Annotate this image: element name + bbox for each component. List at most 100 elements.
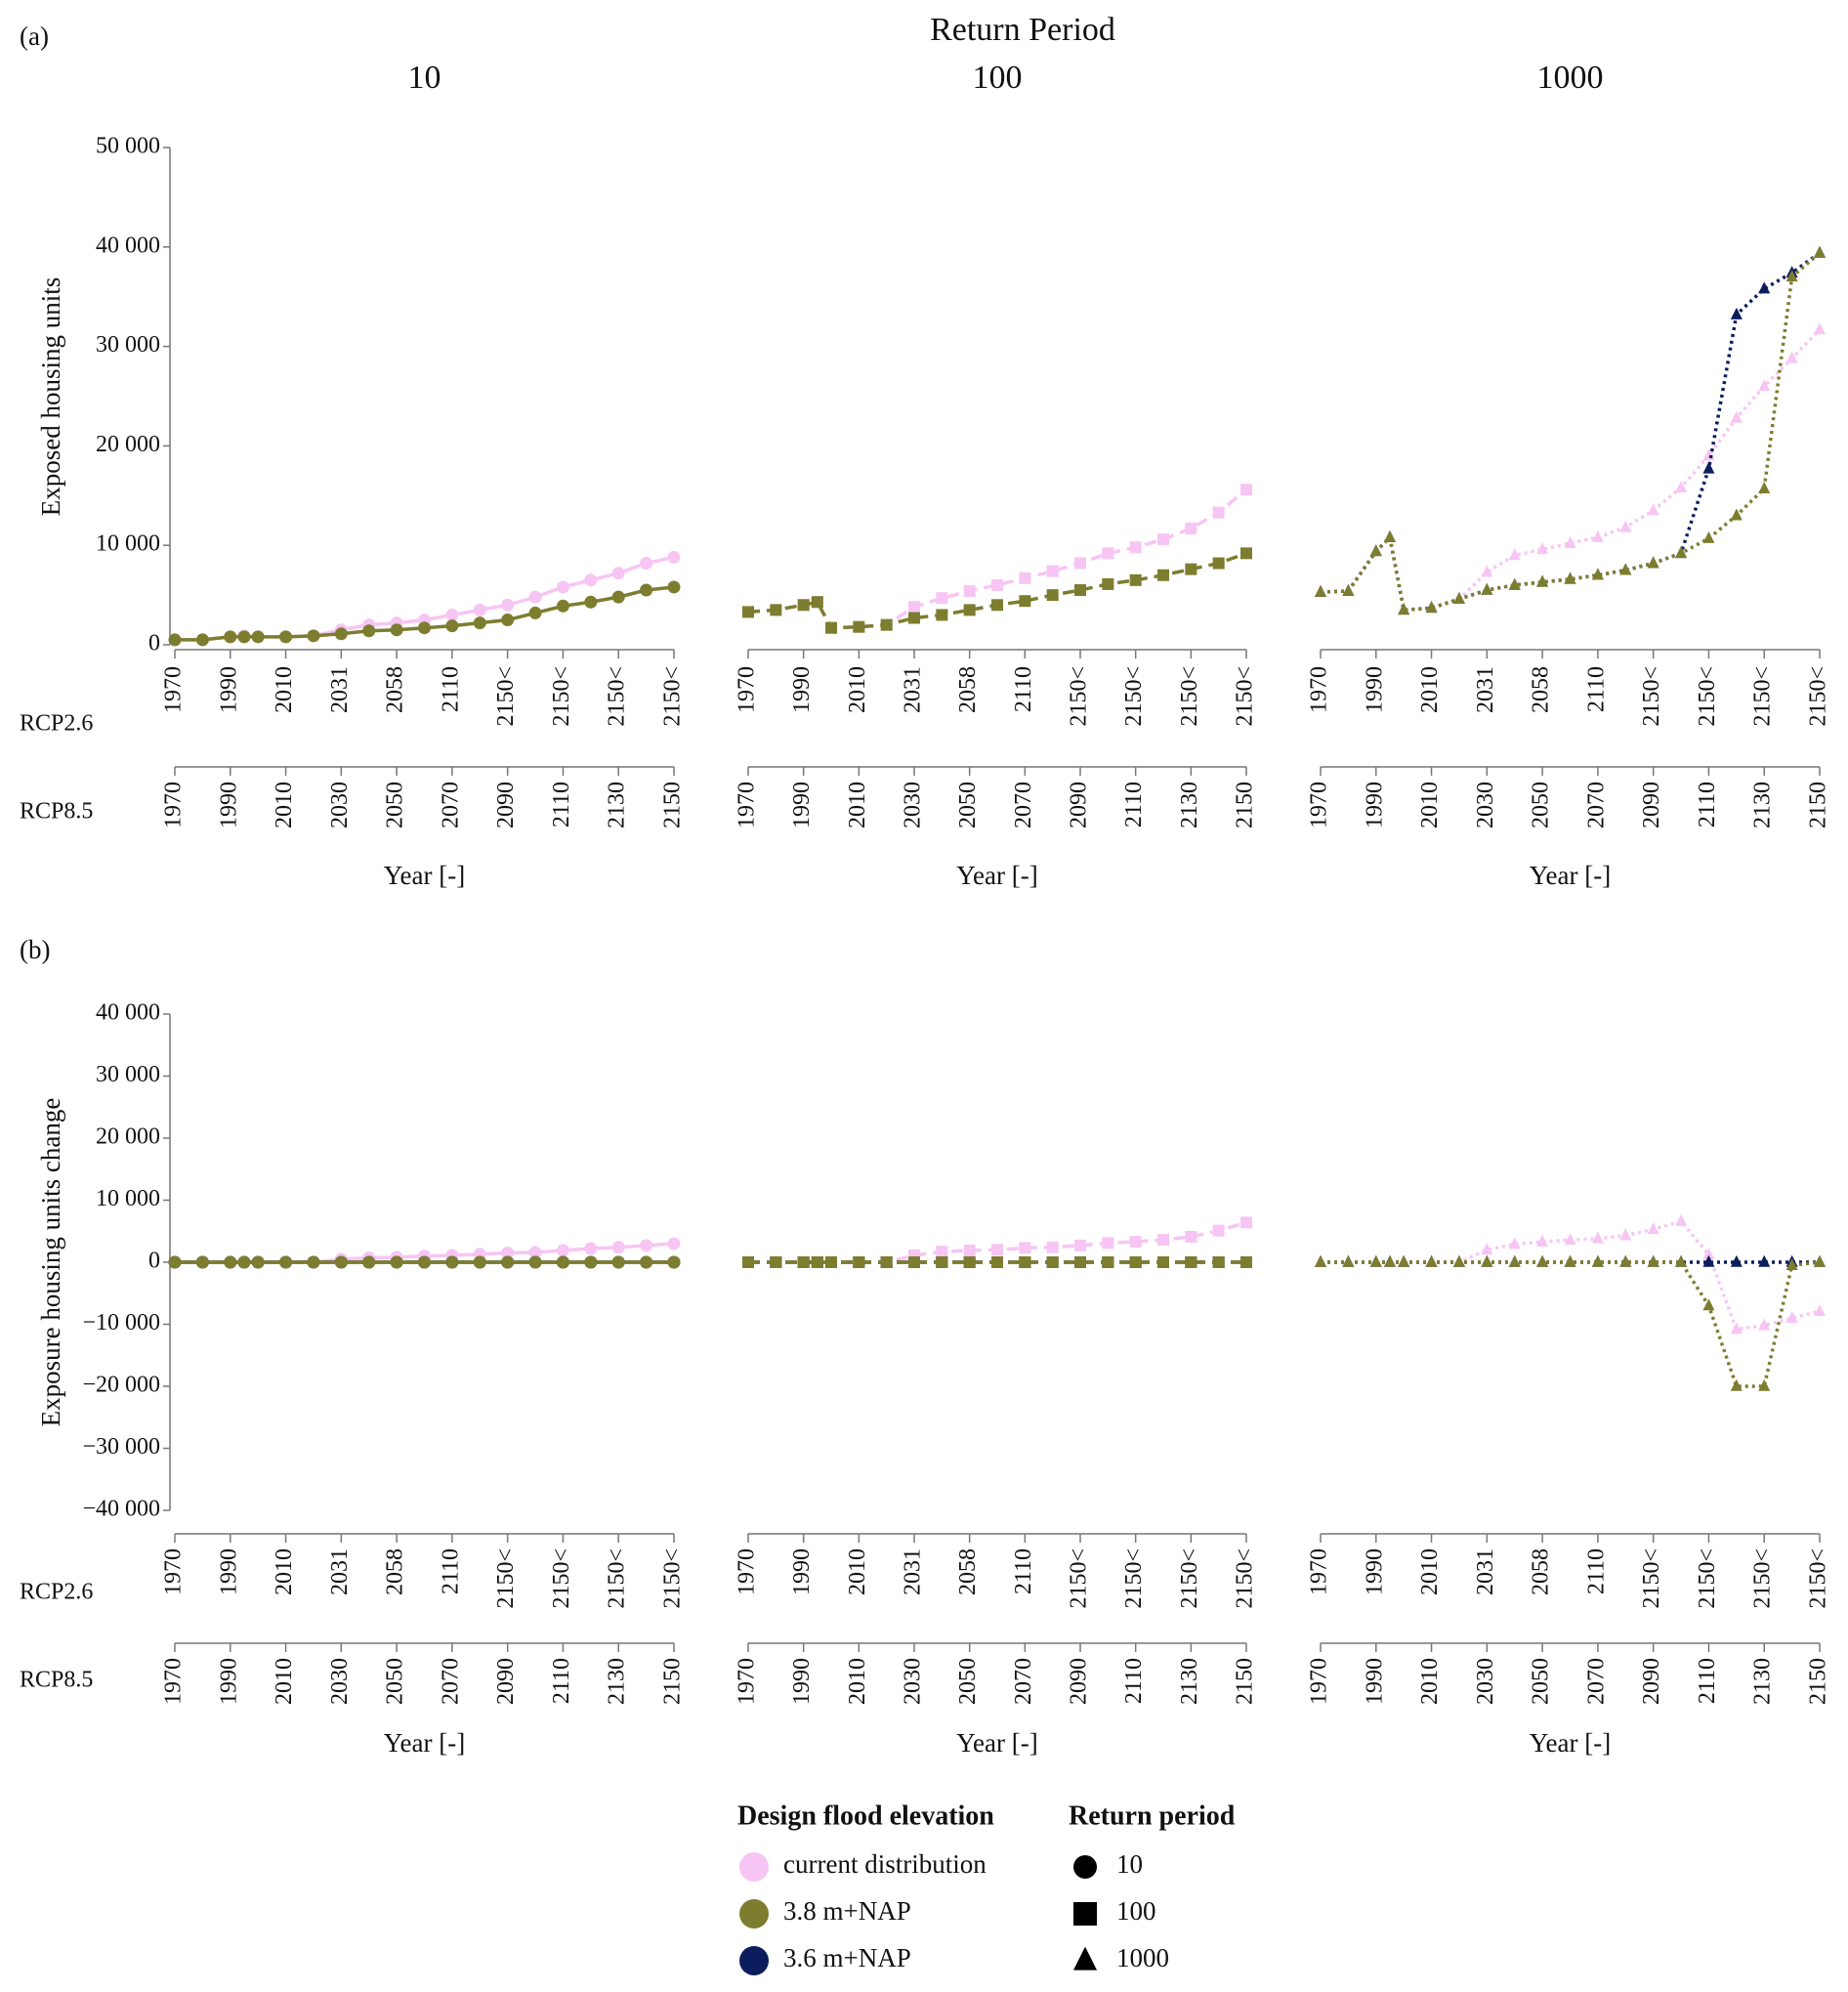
legend-title: Design flood elevation <box>737 1801 994 1831</box>
x-tick-label: 2010 <box>272 666 297 713</box>
point <box>1619 520 1632 532</box>
point <box>1398 1254 1410 1267</box>
x-tick-label: 2110 <box>1695 782 1720 827</box>
point <box>1814 245 1826 258</box>
point <box>797 1256 810 1268</box>
point <box>237 1255 251 1269</box>
point <box>1129 541 1142 554</box>
point <box>908 1256 920 1268</box>
legend-swatch <box>739 1852 769 1882</box>
point <box>584 573 598 587</box>
point <box>1315 584 1326 597</box>
x-tick-label: 2110 <box>1011 666 1036 712</box>
x-tick-label: 2070 <box>1011 782 1036 828</box>
row-label: RCP2.6 <box>20 1580 93 1605</box>
legend-marker <box>1073 1855 1097 1879</box>
point <box>1508 577 1521 590</box>
point <box>1508 548 1521 561</box>
x-tick-label: 1990 <box>216 782 241 828</box>
x-tick-label: 2150< <box>1121 1548 1147 1609</box>
x-tick-label: 2010 <box>272 1658 297 1705</box>
x-tick-label: 2150< <box>605 666 630 727</box>
point <box>1730 1322 1743 1335</box>
point <box>224 630 237 644</box>
legend-label: 3.8 m+NAP <box>783 1896 911 1926</box>
x-tick-label: 2031 <box>327 1548 353 1595</box>
x-tick-label: 2110 <box>549 782 574 827</box>
x-tick-label: 2150 <box>1233 1658 1258 1705</box>
x-tick-label: 2150< <box>1233 666 1258 727</box>
x-tick-label: 1990 <box>789 782 815 828</box>
point <box>908 612 920 624</box>
x-tick-label: 2130 <box>1750 1658 1776 1705</box>
point <box>1619 563 1632 575</box>
x-tick-label: 2130 <box>605 1658 630 1705</box>
legend-marker <box>1073 1902 1097 1926</box>
x-tick-label: 2070 <box>438 782 463 828</box>
point <box>1536 542 1549 555</box>
point <box>991 599 1003 612</box>
x-tick-label: 2050 <box>955 782 981 828</box>
x-tick-label: 2010 <box>272 782 297 828</box>
point <box>473 616 486 630</box>
x-tick-label: 2110 <box>1011 1548 1036 1594</box>
x-tick-label: 1990 <box>216 666 241 713</box>
row-label: RCP8.5 <box>20 799 93 825</box>
point <box>1702 1248 1715 1260</box>
point <box>1508 1237 1521 1250</box>
x-tick-label: 2150 <box>1233 782 1258 828</box>
row-label: RCP8.5 <box>20 1668 93 1693</box>
point <box>908 601 920 614</box>
series-line <box>1321 1260 1821 1388</box>
point <box>1591 568 1604 580</box>
point <box>1240 1256 1252 1268</box>
x-tick-label: 2110 <box>438 1548 463 1594</box>
x-tick-label: 1970 <box>161 1548 187 1595</box>
point <box>1157 533 1169 546</box>
legend-marker <box>1073 1946 1097 1971</box>
x-tick-label: 2130 <box>605 782 630 828</box>
y-tick-label: 0 <box>148 1249 160 1274</box>
point <box>1481 582 1493 595</box>
point <box>797 599 810 612</box>
point <box>584 595 598 609</box>
point <box>936 1246 948 1258</box>
x-tick-label: 2150 <box>1806 1658 1831 1705</box>
point <box>1185 1256 1197 1268</box>
point <box>528 1255 542 1269</box>
x-tick-label: 2031 <box>901 666 926 713</box>
point <box>195 633 209 647</box>
point <box>1369 1254 1382 1267</box>
point <box>1702 461 1715 474</box>
y-tick-label: −10 000 <box>82 1310 160 1335</box>
x-tick-label: 1970 <box>735 1658 760 1705</box>
point <box>556 599 569 613</box>
x-tick-label: 2070 <box>1583 782 1609 828</box>
point <box>1102 547 1114 560</box>
x-tick-label: 2031 <box>1473 1548 1498 1595</box>
point <box>1212 506 1225 519</box>
point <box>1481 1254 1493 1267</box>
x-tick-label: 2030 <box>901 782 926 828</box>
x-tick-label: 1990 <box>1362 782 1387 828</box>
x-tick-label: 2010 <box>272 1548 297 1595</box>
point <box>1481 565 1493 577</box>
point <box>501 598 515 612</box>
x-axis-label: Year [-] <box>384 861 465 890</box>
point <box>1102 1237 1114 1250</box>
x-tick-label: 1970 <box>1307 782 1332 828</box>
x-tick-label: 2031 <box>901 1548 926 1595</box>
point <box>1730 508 1743 521</box>
point <box>1074 1256 1086 1268</box>
point <box>936 592 948 605</box>
point <box>825 1256 837 1268</box>
point <box>667 1255 681 1269</box>
point <box>390 623 403 637</box>
point <box>237 630 251 644</box>
point <box>1185 522 1197 534</box>
point <box>825 621 837 634</box>
point <box>1619 1228 1632 1241</box>
point <box>1619 1254 1632 1267</box>
point <box>770 604 782 616</box>
